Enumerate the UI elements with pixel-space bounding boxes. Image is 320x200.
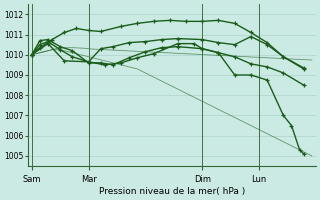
X-axis label: Pression niveau de la mer( hPa ): Pression niveau de la mer( hPa ) (99, 187, 245, 196)
